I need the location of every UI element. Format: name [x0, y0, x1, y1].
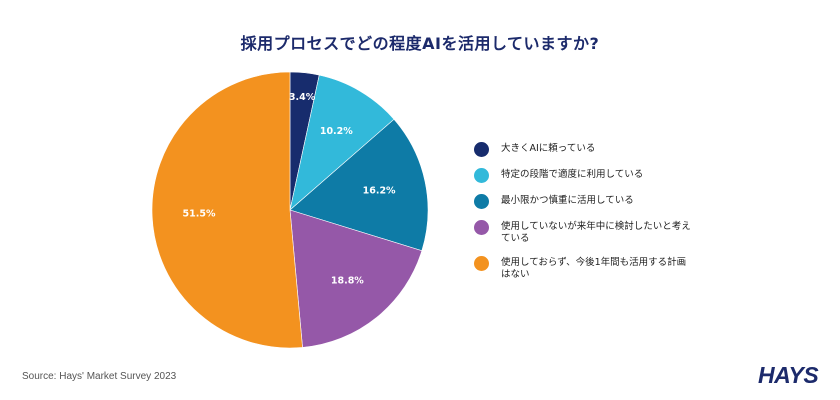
legend-item: 使用しておらず、今後1年間も活用する計画はない — [474, 255, 774, 281]
legend: 大きくAIに頼っている 特定の段階で適度に利用している 最小限かつ慎重に活用して… — [474, 141, 774, 291]
legend-item: 使用していないが来年中に検討したいと考えている — [474, 219, 774, 245]
legend-label: 大きくAIに頼っている — [501, 143, 596, 154]
slice-value-label: 3.4% — [289, 92, 316, 103]
legend-swatch — [474, 256, 489, 271]
slice-value-label: 51.5% — [183, 209, 216, 220]
legend-item: 大きくAIに頼っている — [474, 141, 774, 157]
slice-value-label: 10.2% — [320, 126, 353, 137]
chart-title: 採用プロセスでどの程度AIを活用していますか? — [240, 34, 600, 53]
pie-slice — [289, 74, 395, 211]
legend-swatch — [474, 168, 489, 183]
pie-slice — [289, 209, 423, 348]
legend-item: 特定の段階で適度に利用している — [474, 167, 774, 183]
slice-value-label: 16.2% — [363, 186, 396, 197]
legend-label: 使用しておらず、今後1年間も活用する計画はない — [501, 257, 687, 280]
hays-logo: HAYS — [758, 362, 819, 388]
legend-swatch — [474, 194, 489, 209]
pie-slice — [289, 118, 429, 252]
slice-value-label: 18.8% — [331, 275, 364, 286]
legend-item: 最小限かつ慎重に活用している — [474, 193, 774, 209]
source-note: Source: Hays' Market Survey 2023 — [22, 371, 177, 382]
legend-label: 最小限かつ慎重に活用している — [501, 195, 634, 206]
legend-label: 特定の段階で適度に利用している — [501, 169, 644, 180]
pie-slice — [151, 71, 303, 349]
legend-swatch — [474, 220, 489, 235]
pie-chart: 3.4% 10.2% 16.2% 18.8% 51.5% — [151, 71, 429, 349]
legend-label: 使用していないが来年中に検討したいと考えている — [501, 221, 691, 244]
legend-swatch — [474, 142, 489, 157]
